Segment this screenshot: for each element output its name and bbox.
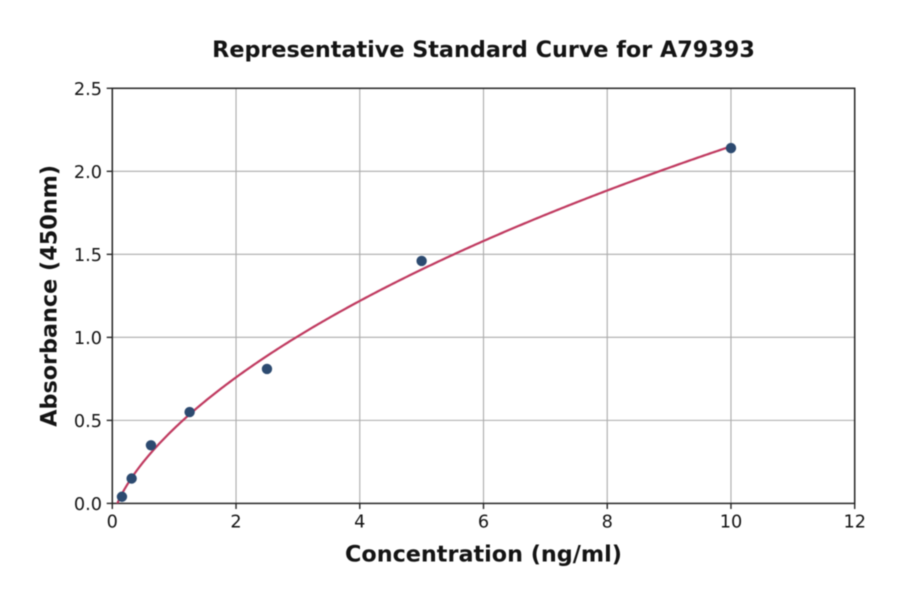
y-tick-label: 1.5 [74, 246, 102, 266]
axes-spines [111, 87, 856, 505]
y-tick-label: 0.5 [74, 412, 102, 432]
tick-marks [106, 87, 856, 509]
y-tick-label: 2.0 [74, 163, 102, 183]
x-tick-label: 12 [843, 513, 866, 533]
fit-curve-line [116, 145, 733, 504]
x-tick-label: 0 [107, 513, 118, 533]
axes-box [111, 87, 856, 505]
y-tick-label: 0.0 [74, 495, 102, 515]
x-tick-label: 6 [478, 513, 489, 533]
data-points [116, 142, 737, 502]
fit-curve-group [116, 145, 733, 504]
y-axis-label: Absorbance (450nm) [37, 165, 63, 427]
x-tick-label: 10 [720, 513, 743, 533]
x-tick-label: 2 [230, 513, 241, 533]
x-axis-label: Concentration (ng/ml) [345, 542, 622, 568]
data-point [261, 363, 273, 375]
y-tick-label: 1.0 [74, 329, 102, 349]
gridlines [112, 88, 855, 504]
data-point [725, 142, 737, 154]
x-tick-labels: 0 2 4 6 8 10 12 [107, 513, 866, 533]
data-point [184, 406, 195, 418]
x-tick-label: 8 [602, 513, 613, 533]
data-point [116, 491, 128, 502]
chart-title: Representative Standard Curve for A79393 [212, 37, 755, 63]
data-point [416, 255, 427, 267]
data-point [126, 473, 137, 484]
data-point [145, 440, 157, 451]
y-tick-label: 2.5 [74, 80, 102, 100]
y-tick-labels: 0.0 0.5 1.0 1.5 2.0 2.5 [74, 80, 102, 515]
x-tick-label: 4 [354, 513, 365, 533]
